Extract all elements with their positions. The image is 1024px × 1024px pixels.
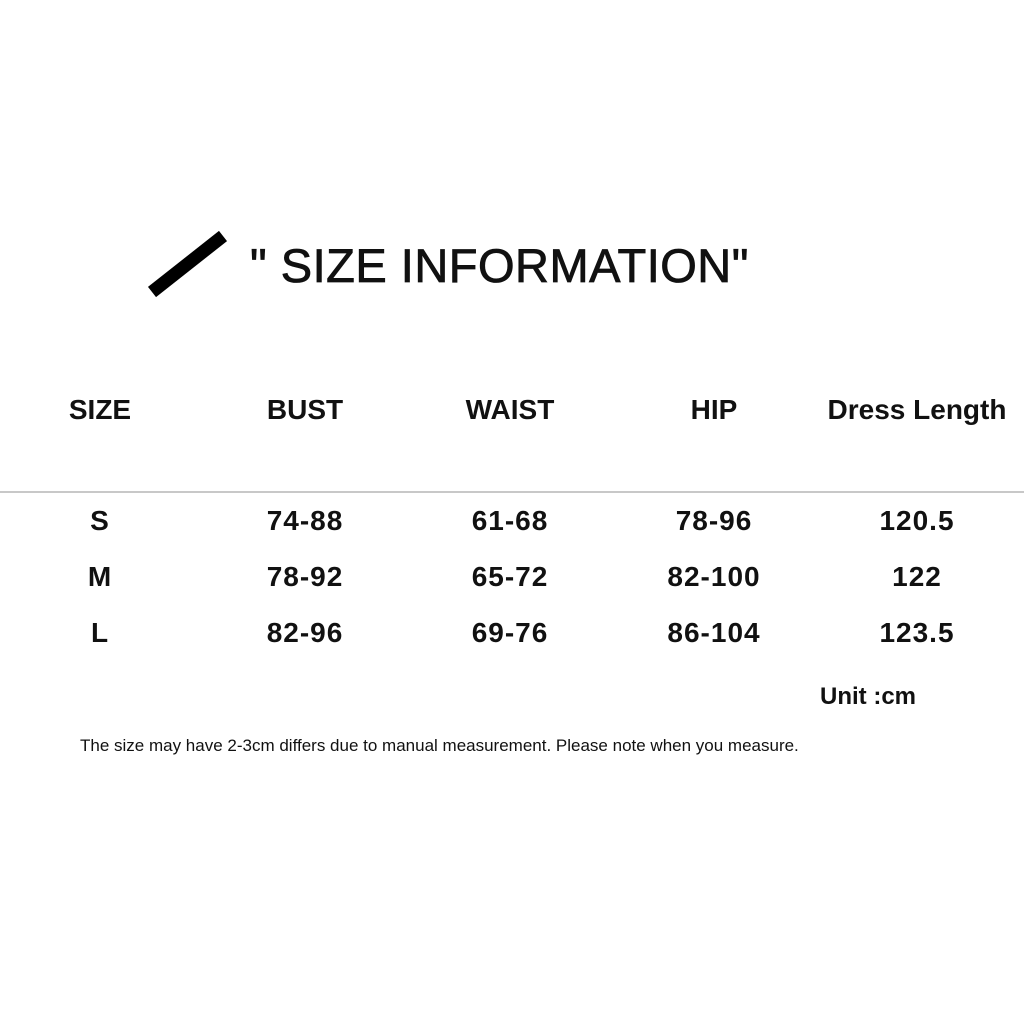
measurement-note: The size may have 2-3cm differs due to m… [80, 736, 799, 755]
cell-dress-length: 122 [892, 561, 942, 592]
slash-decoration-icon [147, 230, 228, 298]
cell-size: M [87, 561, 113, 592]
cell-waist: 69-76 [471, 617, 549, 648]
cell-size: S [90, 505, 110, 536]
header-bust: BUST [266, 394, 344, 425]
cell-dress-length: 120.5 [879, 505, 955, 536]
header-hip: HIP [690, 394, 738, 425]
unit-label: Unit :cm [820, 683, 916, 710]
header-divider [0, 491, 1024, 493]
header-waist: WAIST [465, 394, 555, 425]
cell-waist: 65-72 [471, 561, 549, 592]
cell-bust: 82-96 [266, 617, 344, 648]
cell-dress-length: 123.5 [879, 617, 955, 648]
cell-size: L [90, 617, 110, 648]
cell-bust: 78-92 [266, 561, 344, 592]
cell-hip: 82-100 [667, 561, 761, 592]
cell-bust: 74-88 [266, 505, 344, 536]
header-dress-length: Dress Length [827, 394, 1007, 425]
cell-waist: 61-68 [471, 505, 549, 536]
cell-hip: 78-96 [675, 505, 753, 536]
page-title: " SIZE INFORMATION" [250, 239, 749, 293]
cell-hip: 86-104 [667, 617, 761, 648]
header-size: SIZE [68, 394, 132, 425]
